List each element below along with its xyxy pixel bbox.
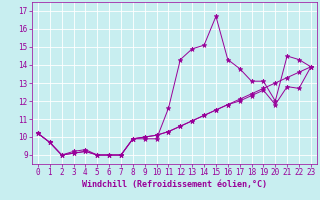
X-axis label: Windchill (Refroidissement éolien,°C): Windchill (Refroidissement éolien,°C): [82, 180, 267, 189]
